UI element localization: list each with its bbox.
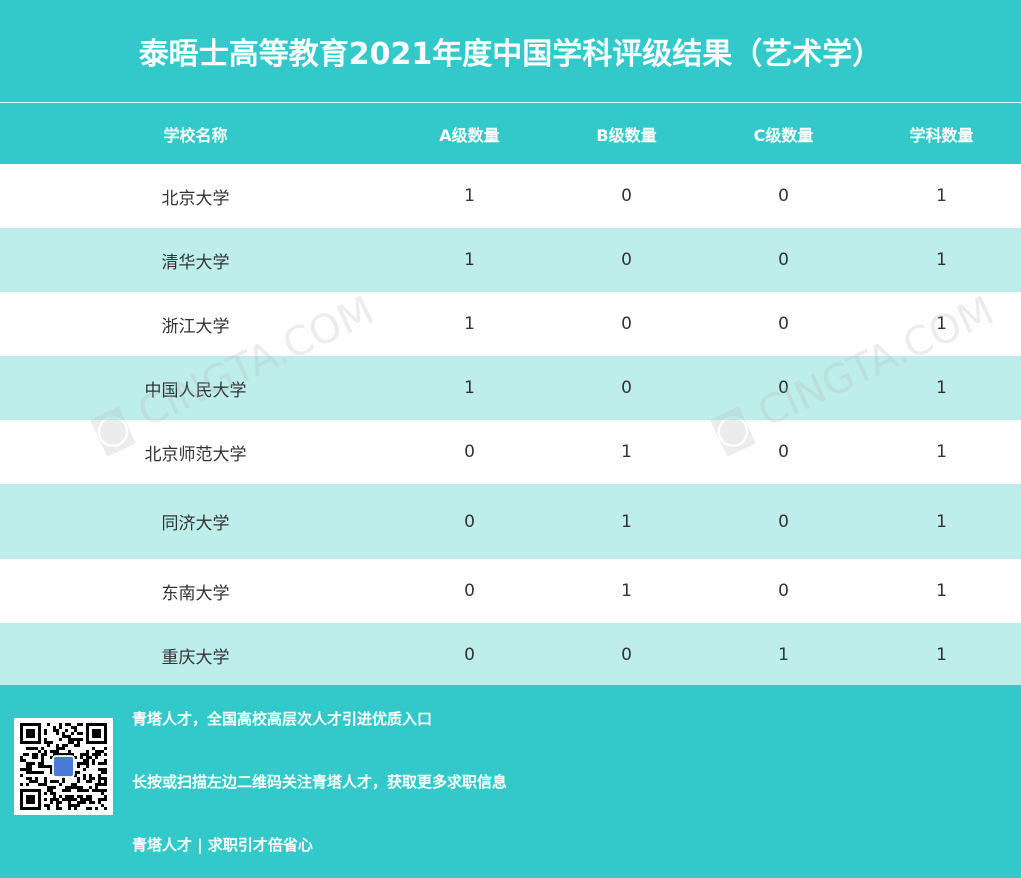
- count-cell: 0: [705, 484, 862, 559]
- footer-line-3: 青塔人才 | 求职引才倍省心: [132, 836, 313, 854]
- count-cell: 0: [548, 228, 705, 292]
- table-row: 东南大学 0 1 0 1: [0, 559, 1021, 623]
- count-cell: 1: [862, 228, 1021, 292]
- count-cell: 0: [621, 186, 632, 206]
- count-cell: 1: [391, 356, 548, 420]
- table-row: 北京大学 1 0 0 1: [0, 164, 1021, 228]
- table-row: 清华大学 1 0 0 1: [0, 228, 1021, 292]
- school-name-cell: 清华大学: [0, 228, 391, 292]
- table-row: 重庆大学 0 0 1 1: [0, 623, 1021, 687]
- header-b: B级数量: [548, 103, 705, 164]
- count-cell: 1: [862, 484, 1021, 559]
- count-cell: 0: [778, 442, 789, 462]
- count-cell: 0: [778, 314, 789, 334]
- count-cell: 0: [391, 623, 548, 687]
- count-cell: 0: [391, 484, 548, 559]
- school-name-cell: 中国人民大学: [0, 356, 391, 420]
- header-label: 学校名称: [163, 125, 228, 145]
- table-row: 浙江大学 1 0 0 1: [0, 292, 1021, 356]
- school-name-cell: 同济大学: [0, 484, 391, 559]
- count-cell: 1: [862, 356, 1021, 420]
- count-cell: 1: [464, 314, 475, 334]
- school-name: 中国人民大学: [144, 380, 247, 401]
- count-cell: 0: [464, 442, 475, 462]
- count-cell: 1: [936, 186, 947, 206]
- count-cell: 0: [778, 186, 789, 206]
- count-cell: 1: [621, 581, 632, 601]
- header-c: C级数量: [705, 103, 862, 164]
- school-name-cell: 浙江大学: [0, 292, 391, 356]
- school-name-cell: 北京师范大学: [0, 420, 391, 484]
- table-header-row: 学校名称 A级数量 B级数量 C级数量 学科数量: [0, 103, 1021, 164]
- header-school: 学校名称: [0, 103, 391, 164]
- header-total: 学科数量: [862, 103, 1021, 164]
- qr-code-icon: [20, 723, 107, 810]
- table-row: 北京师范大学 0 1 0 1: [0, 420, 1021, 484]
- table-row: 同济大学 0 1 0 1: [0, 484, 1021, 559]
- header-a: A级数量: [391, 103, 548, 164]
- count-cell: 0: [778, 581, 789, 601]
- qr-code: [14, 718, 113, 815]
- count-cell: 1: [464, 186, 475, 206]
- count-cell: 1: [936, 314, 947, 334]
- count-cell: 1: [936, 442, 947, 462]
- page-title: 泰晤士高等教育2021年度中国学科评级结果（艺术学）: [0, 0, 1021, 103]
- table-row: 中国人民大学 1 0 0 1: [0, 356, 1021, 420]
- school-name: 北京大学: [161, 188, 230, 209]
- school-name-cell: 重庆大学: [0, 623, 391, 687]
- school-name: 浙江大学: [161, 316, 230, 337]
- school-name-cell: 北京大学: [0, 164, 391, 228]
- school-name: 重庆大学: [161, 647, 230, 668]
- count-cell: 0: [548, 356, 705, 420]
- school-name: 同济大学: [161, 514, 230, 534]
- school-name: 清华大学: [161, 252, 230, 273]
- count-cell: 1: [621, 442, 632, 462]
- school-name: 东南大学: [161, 583, 230, 604]
- footer-line-2: 长按或扫描左边二维码关注青塔人才，获取更多求职信息: [132, 773, 508, 791]
- count-cell: 0: [464, 581, 475, 601]
- footer: 青塔人才，全国高校高层次人才引进优质入口 长按或扫描左边二维码关注青塔人才，获取…: [0, 685, 1021, 878]
- count-cell: 1: [548, 484, 705, 559]
- count-cell: 1: [705, 623, 862, 687]
- count-cell: 1: [391, 228, 548, 292]
- count-cell: 0: [705, 356, 862, 420]
- footer-line-1: 青塔人才，全国高校高层次人才引进优质入口: [132, 710, 433, 728]
- school-name-cell: 东南大学: [0, 559, 391, 623]
- count-cell: 0: [548, 623, 705, 687]
- count-cell: 1: [862, 623, 1021, 687]
- count-cell: 1: [936, 581, 947, 601]
- ratings-table: 学校名称 A级数量 B级数量 C级数量 学科数量 北京大学 1 0 0 1 清华大学 1 0 0…: [0, 103, 1021, 687]
- school-name: 北京师范大学: [144, 444, 247, 465]
- count-cell: 0: [705, 228, 862, 292]
- count-cell: 0: [621, 314, 632, 334]
